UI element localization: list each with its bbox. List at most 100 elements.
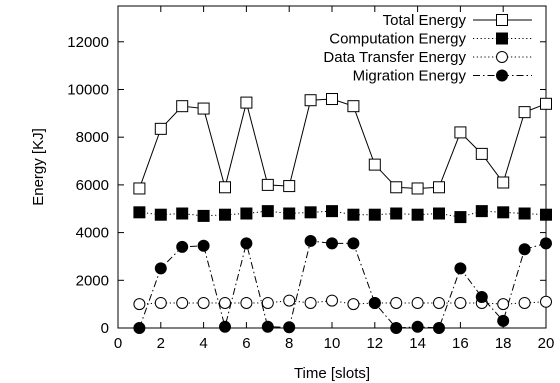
data-point <box>261 205 274 218</box>
data-point <box>133 182 146 195</box>
data-point <box>283 321 296 334</box>
data-point <box>219 181 231 194</box>
legend-label: Total Energy <box>383 12 467 29</box>
data-point <box>390 322 403 334</box>
data-point <box>411 182 424 195</box>
data-point <box>304 206 317 219</box>
data-point <box>518 106 531 119</box>
x-tick-label: 10 <box>324 335 341 352</box>
data-point <box>133 206 146 219</box>
data-point <box>283 294 296 307</box>
data-point <box>454 262 467 275</box>
data-point <box>411 320 424 333</box>
data-point <box>176 240 189 253</box>
data-point <box>219 208 231 221</box>
data-point <box>540 97 552 110</box>
data-point <box>347 208 360 221</box>
data-point <box>454 211 467 224</box>
data-point <box>283 180 296 193</box>
data-point <box>154 296 167 309</box>
legend-item: Migration Energy <box>353 68 532 85</box>
legend-marker <box>496 69 508 82</box>
legend-marker <box>496 32 508 45</box>
data-point <box>240 237 253 250</box>
data-point <box>219 320 231 333</box>
data-point <box>347 237 360 250</box>
legend-item: Data Transfer Energy <box>323 49 532 66</box>
series-layer <box>133 93 552 334</box>
data-point <box>540 208 552 221</box>
data-point <box>154 262 167 275</box>
data-point <box>497 314 510 327</box>
data-point <box>475 205 488 218</box>
y-tick-label: 2000 <box>76 272 109 289</box>
y-axis-label: Energy [KJ] <box>30 128 47 206</box>
y-tick-label: 6000 <box>76 177 109 194</box>
legend-item: Total Energy <box>383 12 532 29</box>
series-data-transfer-energy <box>133 294 552 311</box>
legend-marker <box>496 14 508 26</box>
data-point <box>176 100 189 113</box>
x-tick-label: 12 <box>366 335 383 352</box>
data-point <box>368 158 381 171</box>
series-computation-energy <box>133 205 552 224</box>
data-point <box>197 239 210 252</box>
data-point <box>240 96 253 109</box>
y-tick-label: 8000 <box>76 129 109 146</box>
data-point <box>518 207 531 220</box>
data-point <box>475 290 488 303</box>
data-point <box>326 237 338 250</box>
data-point <box>197 296 210 309</box>
data-point <box>304 94 317 107</box>
data-point <box>133 322 146 334</box>
data-point <box>261 296 274 309</box>
data-point <box>326 93 338 106</box>
data-point <box>540 237 552 250</box>
series-line <box>138 240 547 329</box>
data-point <box>390 207 403 220</box>
data-point <box>454 126 467 139</box>
y-tick-label: 12000 <box>67 34 109 51</box>
data-point <box>368 208 381 221</box>
legend-label: Computation Energy <box>329 31 466 48</box>
data-point <box>240 296 253 309</box>
legend-label: Migration Energy <box>353 68 467 85</box>
data-point <box>154 208 167 221</box>
plot-frame: 0 2 4 6 8 10 12 14 16 18 20 0 2000 4000 6000 8000 10000 1… <box>67 5 554 352</box>
x-tick-label: 4 <box>199 335 207 352</box>
data-point <box>390 296 403 309</box>
data-point <box>133 298 146 311</box>
y-tick-label: 0 <box>101 320 109 337</box>
y-tick-label: 4000 <box>76 225 109 242</box>
data-point <box>197 102 210 115</box>
data-point <box>326 294 338 307</box>
data-point <box>347 100 360 113</box>
data-point <box>497 206 510 219</box>
series-migration-energy <box>133 234 552 334</box>
data-point <box>433 296 445 309</box>
data-point <box>261 320 274 333</box>
data-point <box>176 207 189 220</box>
data-point <box>368 296 381 309</box>
x-axis-label: Time [slots] <box>294 365 370 382</box>
data-point <box>390 181 403 194</box>
x-tick-label: 0 <box>114 335 122 352</box>
data-point <box>219 296 231 309</box>
series-total-energy <box>133 93 552 195</box>
x-tick-label: 2 <box>157 335 165 352</box>
data-point <box>518 243 531 256</box>
y-tick-label: 10000 <box>67 81 109 98</box>
data-point <box>433 207 445 220</box>
data-point <box>304 296 317 309</box>
data-point <box>261 178 274 191</box>
data-point <box>240 207 253 220</box>
x-tick-label: 6 <box>242 335 250 352</box>
data-point <box>454 296 467 309</box>
data-point <box>540 295 552 308</box>
data-point <box>475 147 488 160</box>
x-tick-label: 16 <box>452 335 469 352</box>
x-tick-label: 18 <box>495 335 512 352</box>
x-tick-label: 14 <box>409 335 426 352</box>
data-point <box>283 207 296 220</box>
